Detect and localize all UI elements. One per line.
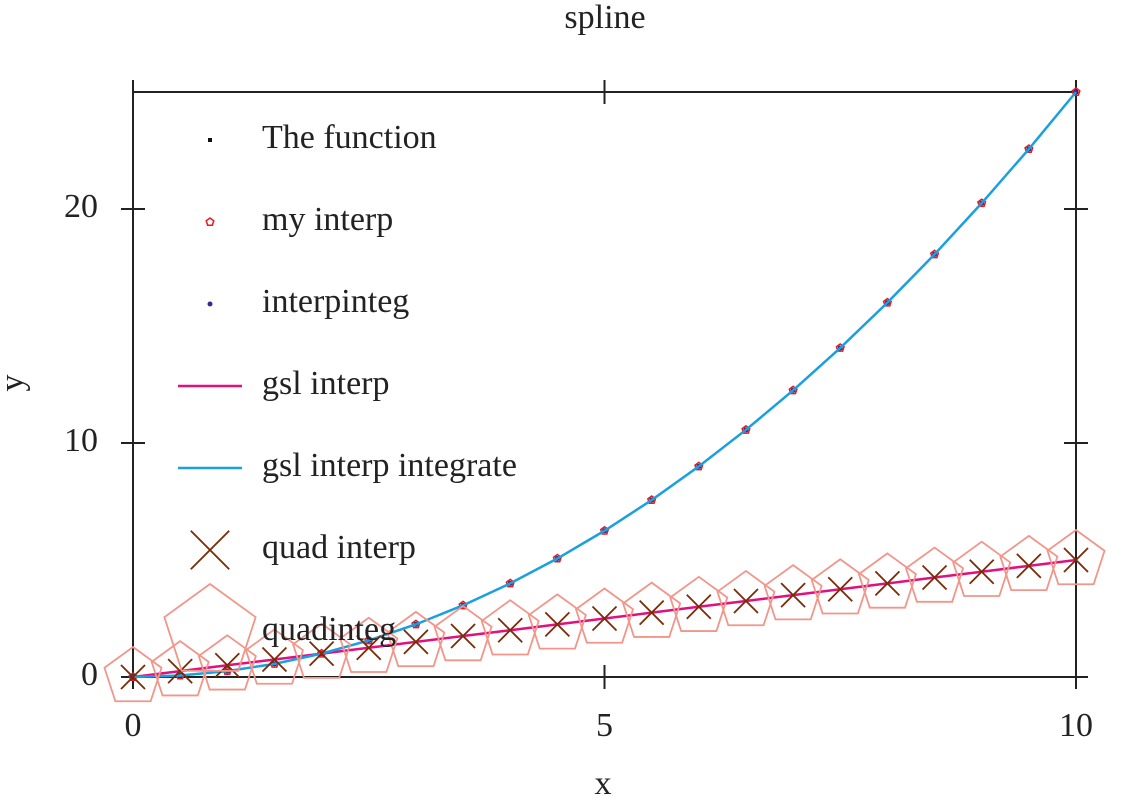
x-tick-label: 0 bbox=[125, 707, 142, 744]
legend-marker bbox=[208, 138, 212, 142]
legend-label: quad interp bbox=[262, 529, 416, 566]
point bbox=[1016, 553, 1042, 579]
point bbox=[857, 552, 917, 609]
point bbox=[128, 672, 138, 681]
legend-label: quadinteg bbox=[262, 611, 396, 648]
point bbox=[292, 622, 352, 679]
point bbox=[1046, 528, 1106, 586]
y-tick-label: 0 bbox=[81, 656, 98, 693]
y-axis-label: y bbox=[0, 375, 31, 392]
point bbox=[433, 604, 493, 662]
point bbox=[120, 664, 146, 690]
point bbox=[574, 587, 635, 644]
legend-label: gsl interp integrate bbox=[262, 447, 517, 484]
series-line bbox=[132, 91, 1077, 679]
legend-label: interpinteg bbox=[262, 283, 409, 320]
point bbox=[999, 534, 1059, 592]
x-tick-label: 10 bbox=[1059, 707, 1093, 744]
legend-marker bbox=[163, 582, 257, 672]
legend-label: The function bbox=[262, 119, 437, 156]
point bbox=[244, 628, 305, 685]
point bbox=[308, 640, 335, 667]
point bbox=[356, 635, 382, 661]
legend-marker bbox=[205, 217, 215, 226]
point bbox=[450, 623, 476, 649]
point bbox=[1063, 547, 1089, 573]
point bbox=[622, 581, 682, 638]
point bbox=[591, 605, 618, 632]
point bbox=[1071, 87, 1081, 96]
x-axis-label: x bbox=[595, 765, 612, 801]
point bbox=[969, 559, 995, 585]
point bbox=[261, 646, 288, 673]
point bbox=[480, 599, 540, 656]
point bbox=[103, 645, 163, 703]
point bbox=[214, 652, 240, 678]
point bbox=[716, 569, 776, 627]
point bbox=[527, 593, 587, 650]
point bbox=[403, 629, 429, 655]
point bbox=[952, 540, 1012, 597]
point bbox=[977, 198, 987, 208]
point bbox=[827, 576, 853, 602]
point bbox=[874, 570, 901, 597]
point bbox=[197, 634, 257, 691]
chart-title: spline bbox=[564, 0, 645, 36]
point bbox=[733, 588, 759, 614]
point bbox=[150, 640, 210, 697]
point bbox=[497, 617, 523, 643]
point bbox=[780, 582, 806, 608]
point bbox=[763, 563, 823, 621]
legend-marker bbox=[207, 301, 213, 307]
point bbox=[686, 594, 712, 620]
point bbox=[810, 558, 870, 615]
legend-label: gsl interp bbox=[262, 365, 389, 402]
y-tick-label: 20 bbox=[64, 188, 98, 225]
x-tick-label: 5 bbox=[596, 707, 613, 744]
point bbox=[639, 600, 665, 626]
point bbox=[921, 564, 948, 591]
point bbox=[167, 658, 193, 684]
legend-marker bbox=[190, 530, 230, 570]
point bbox=[339, 616, 399, 673]
point bbox=[669, 575, 729, 632]
legend-label: my interp bbox=[262, 201, 393, 238]
point bbox=[1024, 144, 1034, 154]
y-tick-label: 10 bbox=[64, 422, 98, 459]
point bbox=[904, 546, 965, 603]
point bbox=[544, 611, 570, 637]
point bbox=[386, 610, 446, 668]
